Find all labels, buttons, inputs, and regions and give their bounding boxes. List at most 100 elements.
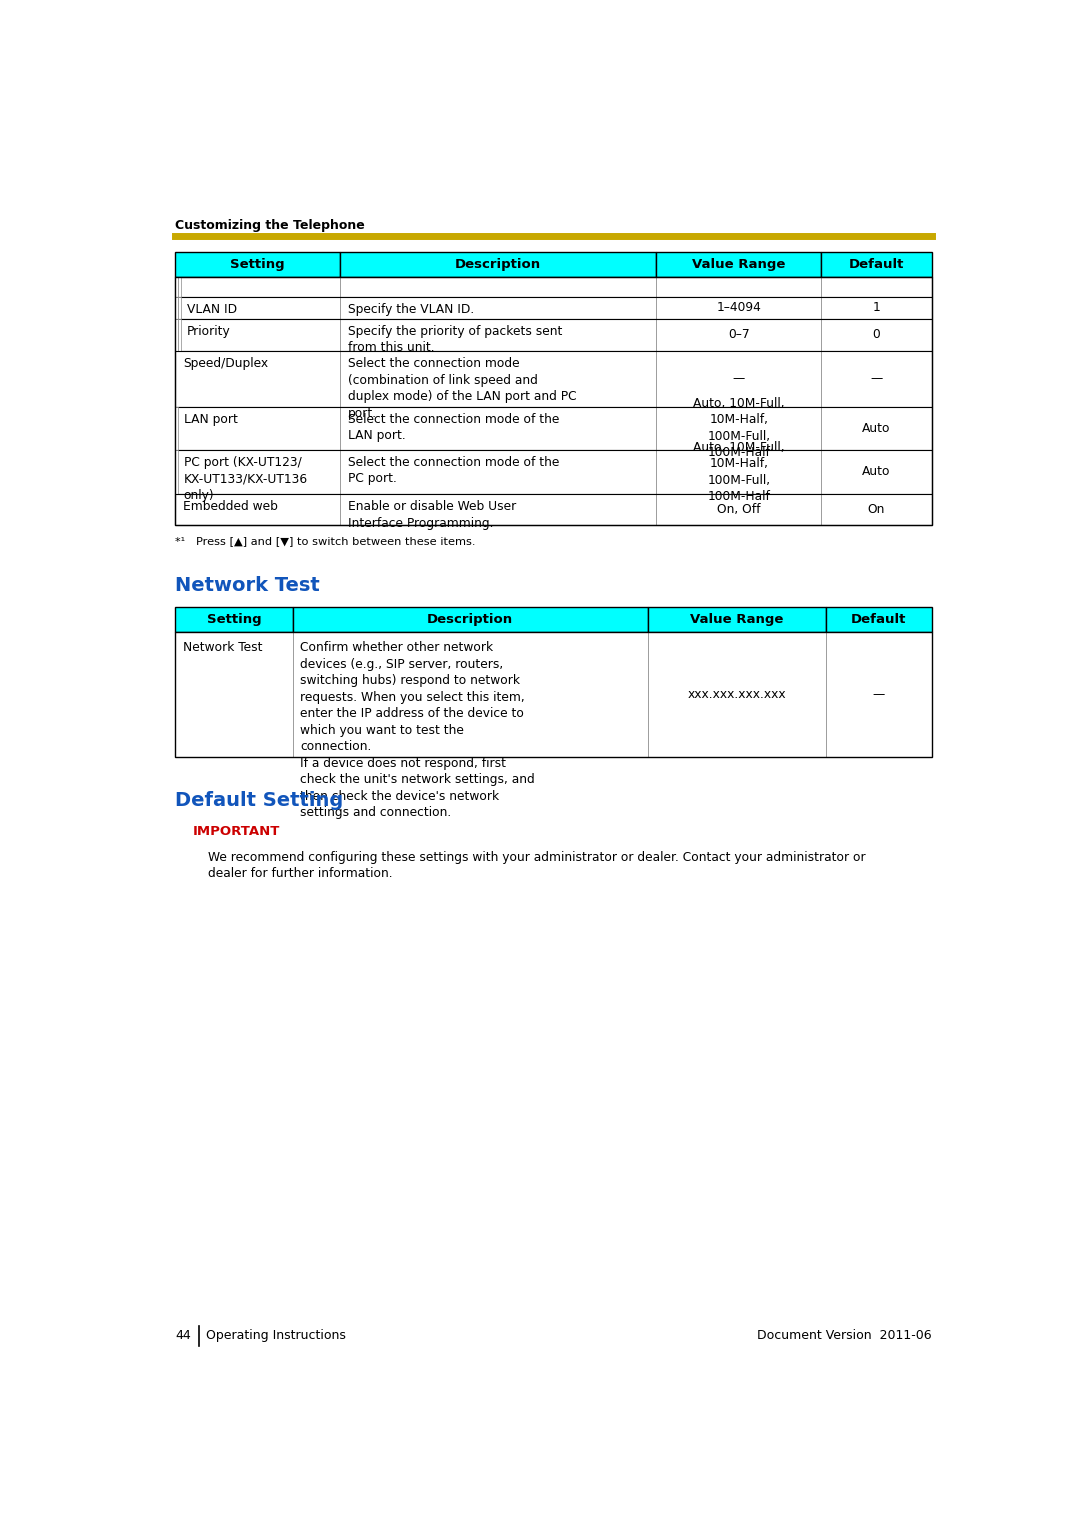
Text: 44: 44	[175, 1330, 191, 1342]
Bar	[178, 319, 181, 351]
Bar	[175, 632, 293, 757]
Text: Description: Description	[456, 258, 541, 270]
Bar	[175, 278, 932, 525]
Bar	[178, 298, 181, 319]
Bar	[657, 351, 821, 406]
Bar	[821, 406, 932, 449]
Bar	[175, 278, 340, 298]
Bar	[175, 495, 932, 525]
Bar	[340, 495, 657, 525]
Bar	[175, 278, 932, 298]
Text: Operating Instructions: Operating Instructions	[206, 1330, 347, 1342]
Bar	[175, 351, 340, 406]
Bar	[175, 278, 178, 298]
Text: Select the connection mode of the
PC port.: Select the connection mode of the PC por…	[348, 457, 559, 486]
Text: IMPORTANT: IMPORTANT	[192, 825, 280, 838]
Bar	[821, 278, 932, 298]
Bar	[826, 606, 932, 632]
Text: 1: 1	[873, 301, 880, 315]
Bar	[340, 406, 657, 449]
Bar	[175, 351, 932, 406]
Text: Value Range: Value Range	[690, 612, 784, 626]
Bar	[340, 319, 657, 351]
Bar	[340, 252, 657, 278]
Bar	[340, 298, 657, 319]
Text: Enable or disable Web User
Interface Programming.: Enable or disable Web User Interface Pro…	[348, 501, 516, 530]
Text: Default Setting: Default Setting	[175, 791, 343, 809]
Bar	[657, 449, 821, 495]
Text: Default: Default	[851, 612, 906, 626]
Bar	[175, 606, 293, 632]
Bar	[175, 252, 340, 278]
Bar	[175, 406, 340, 449]
Text: Confirm whether other network
devices (e.g., SIP server, routers,
switching hubs: Confirm whether other network devices (e…	[300, 641, 535, 820]
Text: Document Version  2011-06: Document Version 2011-06	[757, 1330, 932, 1342]
Text: We recommend configuring these settings with your administrator or dealer. Conta: We recommend configuring these settings …	[207, 851, 865, 881]
Text: Network Test: Network Test	[183, 641, 262, 655]
Bar	[657, 406, 821, 449]
Text: Select the connection mode of the
LAN port.: Select the connection mode of the LAN po…	[348, 412, 559, 443]
Bar	[175, 298, 178, 319]
Bar	[648, 632, 826, 757]
Bar	[821, 449, 932, 495]
Bar	[175, 319, 178, 351]
Text: 0: 0	[873, 328, 880, 342]
Text: —: —	[870, 373, 882, 385]
Text: VLAN ID: VLAN ID	[187, 304, 237, 316]
Text: LAN port: LAN port	[184, 412, 238, 426]
Bar	[175, 298, 932, 319]
Text: Description: Description	[428, 612, 513, 626]
Text: Auto, 10M-Full,
10M-Half,
100M-Full,
100M-Half: Auto, 10M-Full, 10M-Half, 100M-Full, 100…	[693, 397, 785, 460]
Bar	[821, 298, 932, 319]
Bar	[175, 632, 932, 757]
Text: Specify the priority of packets sent
from this unit.: Specify the priority of packets sent fro…	[348, 325, 563, 354]
Text: On, Off: On, Off	[717, 504, 760, 516]
Bar	[657, 252, 821, 278]
Bar	[826, 632, 932, 757]
Text: Auto, 10M-Full,
10M-Half,
100M-Full,
100M-Half: Auto, 10M-Full, 10M-Half, 100M-Full, 100…	[693, 441, 785, 504]
Bar	[340, 449, 657, 495]
Bar	[175, 406, 178, 449]
Bar	[657, 298, 821, 319]
Bar	[657, 495, 821, 525]
Text: xxx.xxx.xxx.xxx: xxx.xxx.xxx.xxx	[688, 689, 786, 701]
Text: 1–4094: 1–4094	[716, 301, 761, 315]
Text: Auto: Auto	[862, 466, 891, 478]
Text: Specify the VLAN ID.: Specify the VLAN ID.	[348, 304, 474, 316]
Text: Default: Default	[849, 258, 904, 270]
Bar	[175, 319, 932, 351]
Text: Customizing the Telephone: Customizing the Telephone	[175, 220, 365, 232]
Text: Auto: Auto	[862, 421, 891, 435]
Bar	[657, 278, 821, 298]
Bar	[175, 449, 340, 495]
Bar	[821, 495, 932, 525]
Bar	[657, 319, 821, 351]
Bar	[175, 449, 178, 495]
Text: Select the connection mode
(combination of link speed and
duplex mode) of the LA: Select the connection mode (combination …	[348, 357, 577, 420]
Bar	[175, 406, 932, 449]
Text: *¹   Press [▲] and [▼] to switch between these items.: *¹ Press [▲] and [▼] to switch between t…	[175, 536, 476, 545]
Bar	[293, 606, 648, 632]
Text: 0–7: 0–7	[728, 328, 750, 342]
Text: Setting: Setting	[206, 612, 261, 626]
Text: —: —	[873, 689, 885, 701]
Text: Priority: Priority	[187, 325, 230, 337]
Bar	[340, 278, 657, 298]
Bar	[175, 495, 340, 525]
Bar	[175, 449, 932, 495]
Text: Value Range: Value Range	[692, 258, 785, 270]
Bar	[648, 606, 826, 632]
Text: Setting: Setting	[230, 258, 285, 270]
Bar	[175, 319, 340, 351]
Bar	[821, 252, 932, 278]
Text: On: On	[868, 504, 886, 516]
Text: Speed/Duplex: Speed/Duplex	[183, 357, 268, 370]
Text: Embedded web: Embedded web	[183, 501, 278, 513]
Bar	[340, 351, 657, 406]
Text: PC port (KX-UT123/
KX-UT133/KX-UT136
only): PC port (KX-UT123/ KX-UT133/KX-UT136 onl…	[184, 457, 308, 502]
Bar	[821, 351, 932, 406]
Bar	[175, 298, 340, 319]
Bar	[293, 632, 648, 757]
Text: Network Test: Network Test	[175, 576, 320, 596]
Bar	[821, 319, 932, 351]
